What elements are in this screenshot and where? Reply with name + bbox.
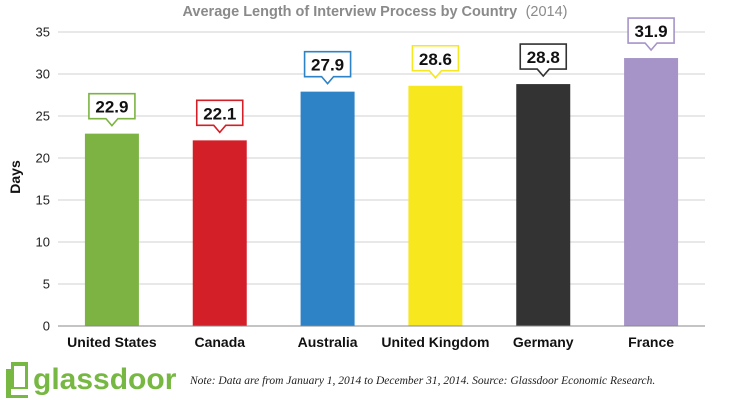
- data-label-callout: 28.6: [411, 44, 460, 79]
- data-label-callout: 22.1: [195, 99, 244, 134]
- y-tick-label: 25: [36, 109, 50, 124]
- y-tick-label: 15: [36, 193, 50, 208]
- x-axis-ticks: United States Canada Australia United Kingd…: [67, 334, 674, 350]
- x-tick-label: Canada: [194, 334, 245, 350]
- bar-australia: [300, 91, 355, 326]
- x-tick-label: Australia: [298, 334, 358, 350]
- data-label-box: [627, 17, 675, 52]
- bars: [84, 58, 679, 326]
- chart-subtitle-text: (2014): [526, 4, 568, 20]
- data-label-box: [303, 50, 352, 85]
- data-label-callout: 22.9: [88, 92, 136, 127]
- bar-united-states: [84, 133, 139, 326]
- glassdoor-door-icon: [6, 362, 28, 398]
- data-labels: 22.9 22.1 27.9 28.6 28.8 31.9: [88, 17, 675, 134]
- y-tick-label: 5: [43, 277, 50, 292]
- chart-title-text: Average Length of Interview Process by C…: [182, 4, 517, 20]
- y-tick-label: 10: [36, 235, 50, 250]
- data-label: 27.9: [311, 56, 344, 75]
- y-tick-label: 35: [36, 25, 50, 40]
- x-tick-label: Germany: [513, 334, 574, 350]
- x-tick-label: United Kingdom: [381, 334, 489, 350]
- y-axis-label: Days: [7, 160, 23, 194]
- data-label: 22.1: [203, 104, 236, 123]
- x-tick-label: United States: [67, 334, 157, 350]
- x-tick-label: France: [628, 334, 674, 350]
- data-label-callout: 28.8: [519, 43, 568, 78]
- data-label-callout: 31.9: [627, 17, 675, 52]
- y-tick-label: 20: [36, 151, 50, 166]
- footnote: Note: Data are from January 1, 2014 to D…: [189, 375, 655, 387]
- bar-canada: [192, 140, 247, 326]
- glassdoor-logo: glassdoor: [6, 362, 177, 398]
- data-label: 28.8: [527, 48, 560, 67]
- chart-title: Average Length of Interview Process by C…: [182, 3, 567, 20]
- y-tick-label: 30: [36, 67, 50, 82]
- data-label-box: [519, 43, 568, 78]
- data-label-callout: 27.9: [303, 50, 352, 85]
- data-label-box: [88, 92, 136, 127]
- data-label-box: [411, 44, 460, 79]
- bar-united-kingdom: [408, 85, 463, 326]
- bar-germany: [516, 84, 571, 326]
- glassdoor-logo-text: glassdoor: [33, 363, 177, 396]
- y-tick-label: 0: [43, 319, 50, 334]
- gridlines: [58, 31, 705, 285]
- data-label: 22.9: [95, 98, 128, 117]
- svg-text:Average Length of Interview Pr: Average Length of Interview Process by C…: [182, 3, 567, 20]
- data-label-box: [195, 99, 244, 134]
- data-label: 31.9: [635, 22, 668, 41]
- bar-france: [624, 58, 679, 326]
- data-label: 28.6: [419, 50, 452, 69]
- y-axis-ticks: 0 5 10 15 20 25 30 35: [36, 25, 50, 334]
